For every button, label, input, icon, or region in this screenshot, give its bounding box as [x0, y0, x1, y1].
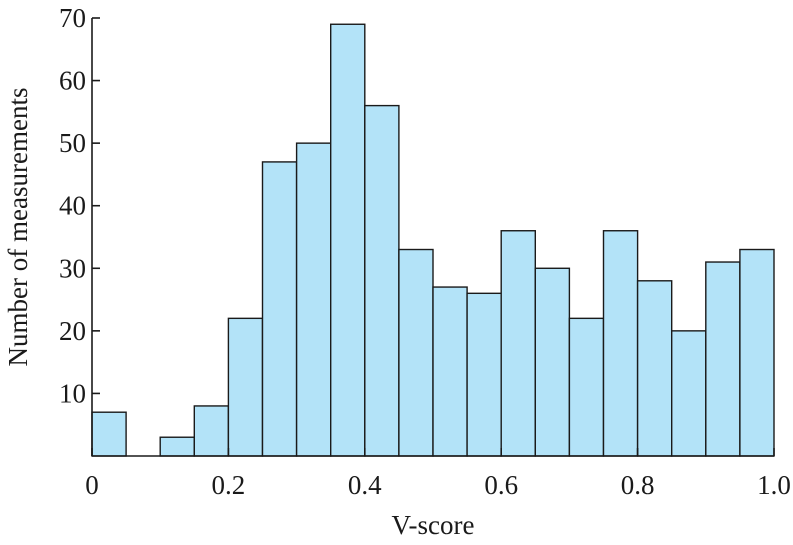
y-tick-label: 50 [59, 128, 86, 158]
x-tick-label: 0.2 [212, 470, 246, 500]
histogram-bar [671, 330, 707, 457]
histogram-bar [500, 230, 537, 457]
histogram-bar [432, 286, 468, 457]
histogram-bar [261, 161, 298, 457]
histogram-bar [466, 292, 502, 457]
x-tick-label: 0 [85, 470, 99, 500]
histogram-bar [227, 317, 264, 457]
histogram-bar [295, 142, 332, 457]
histogram-bar [602, 230, 639, 457]
bars-group [91, 23, 775, 457]
y-tick-label: 20 [59, 316, 86, 346]
y-ticks-group: 10 20 30 40 50 60 70 [59, 3, 100, 408]
histogram-bar [159, 436, 195, 457]
y-tick-label: 70 [59, 3, 86, 33]
x-tick-label: 0.8 [621, 470, 655, 500]
x-axis-title: V-score [392, 510, 475, 540]
x-tick-label: 1.0 [757, 470, 791, 500]
y-axis-title: Number of measurements [3, 88, 33, 367]
histogram-bar [636, 280, 673, 457]
y-tick-label: 40 [59, 191, 86, 221]
histogram-bar [568, 317, 605, 457]
y-tick-label: 30 [59, 253, 86, 283]
histogram-bar [398, 248, 434, 457]
x-ticks-group: 0 0.2 0.4 0.6 0.8 1.0 [85, 448, 791, 500]
histogram-bar [330, 23, 366, 457]
x-tick-label: 0.6 [484, 470, 518, 500]
histogram-bar [91, 411, 127, 457]
histogram-bar [193, 405, 230, 457]
histogram-bar [739, 248, 775, 457]
axes-group [91, 18, 774, 457]
x-tick-label: 0.4 [348, 470, 382, 500]
histogram-bar [705, 261, 741, 457]
histogram-bar [534, 267, 571, 457]
y-tick-label: 10 [59, 378, 86, 408]
histogram-bar [364, 104, 400, 457]
y-tick-label: 60 [59, 66, 86, 96]
